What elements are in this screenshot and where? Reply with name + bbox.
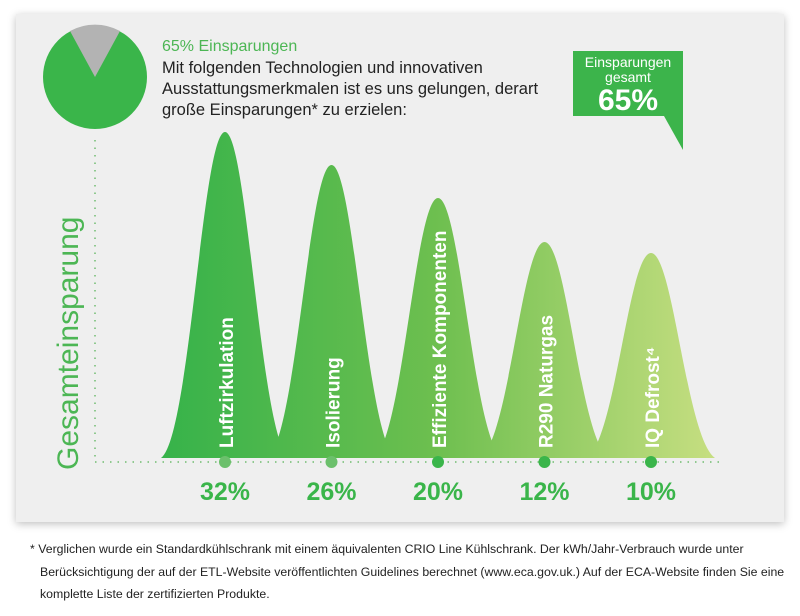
value-label: 20% [413, 478, 463, 506]
bar-label: Isolierung [324, 357, 345, 448]
value-label: 26% [306, 478, 356, 506]
value-label: 32% [200, 478, 250, 506]
value-label: 12% [519, 478, 569, 506]
bar-label: R290 Naturgas [537, 315, 558, 448]
header-description: Mit folgenden Technologien und innovativ… [162, 59, 539, 119]
axis-marker [538, 456, 551, 468]
value-label: 10% [626, 478, 676, 506]
pie-icon [43, 24, 147, 129]
axis-marker [219, 456, 231, 468]
bar-bell [161, 132, 289, 458]
bar-bell [374, 198, 502, 458]
bar-bell [587, 253, 715, 458]
bubble-line1: Einsparungen [584, 54, 672, 70]
bar-label: IQ Defrost⁴ [643, 347, 664, 448]
y-axis-label: Gesamteinsparung [52, 217, 85, 470]
axis-marker [645, 456, 657, 468]
bar-label: Effiziente Komponenten [430, 231, 451, 448]
bubble-tail [664, 116, 683, 150]
bar-label: Luftzirkulation [217, 317, 238, 448]
total-savings-bubble: Einsparungen gesamt 65% [573, 51, 683, 117]
bubble-line2: gesamt [605, 69, 651, 85]
bar-bell [480, 242, 609, 458]
axis-marker [432, 456, 444, 468]
bubble-value: 65% [597, 84, 659, 117]
footnote: * Verglichen wurde ein Standardkühlschra… [30, 542, 785, 601]
bar-bell [267, 165, 396, 458]
header-title: 65% Einsparungen [162, 38, 298, 55]
axis-marker [325, 456, 338, 468]
